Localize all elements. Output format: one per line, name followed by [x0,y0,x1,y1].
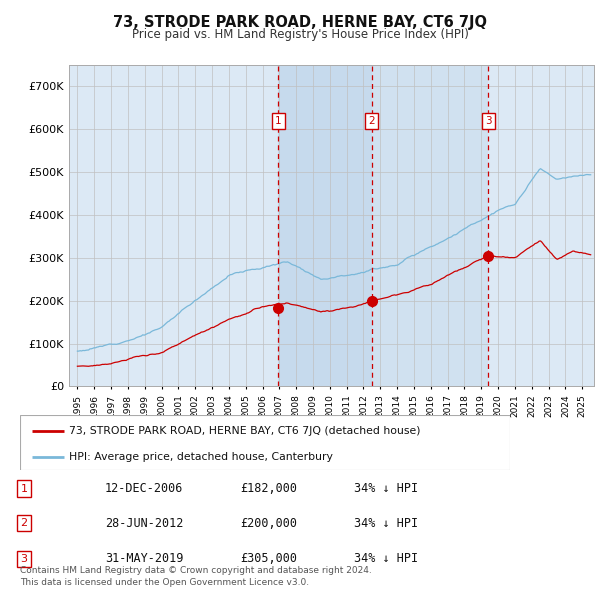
Text: 28-JUN-2012: 28-JUN-2012 [105,517,184,530]
Text: 2: 2 [368,116,375,126]
Text: 34% ↓ HPI: 34% ↓ HPI [354,552,418,565]
Text: £305,000: £305,000 [240,552,297,565]
Text: £182,000: £182,000 [240,482,297,495]
Text: HPI: Average price, detached house, Canterbury: HPI: Average price, detached house, Cant… [69,451,332,461]
Text: 3: 3 [485,116,491,126]
Text: 34% ↓ HPI: 34% ↓ HPI [354,482,418,495]
Text: 12-DEC-2006: 12-DEC-2006 [105,482,184,495]
Text: £200,000: £200,000 [240,517,297,530]
Bar [372,65,488,386]
Text: Contains HM Land Registry data © Crown copyright and database right 2024.
This d: Contains HM Land Registry data © Crown c… [20,566,371,587]
Text: 2: 2 [20,519,28,528]
Text: 73, STRODE PARK ROAD, HERNE BAY, CT6 7JQ: 73, STRODE PARK ROAD, HERNE BAY, CT6 7JQ [113,15,487,30]
Text: 34% ↓ HPI: 34% ↓ HPI [354,517,418,530]
Text: 31-MAY-2019: 31-MAY-2019 [105,552,184,565]
Text: 3: 3 [20,554,28,563]
Text: 73, STRODE PARK ROAD, HERNE BAY, CT6 7JQ (detached house): 73, STRODE PARK ROAD, HERNE BAY, CT6 7JQ… [69,426,421,436]
Text: Price paid vs. HM Land Registry's House Price Index (HPI): Price paid vs. HM Land Registry's House … [131,28,469,41]
Text: 1: 1 [20,484,28,493]
Text: 1: 1 [275,116,282,126]
Bar [278,65,488,386]
Bar [278,65,372,386]
